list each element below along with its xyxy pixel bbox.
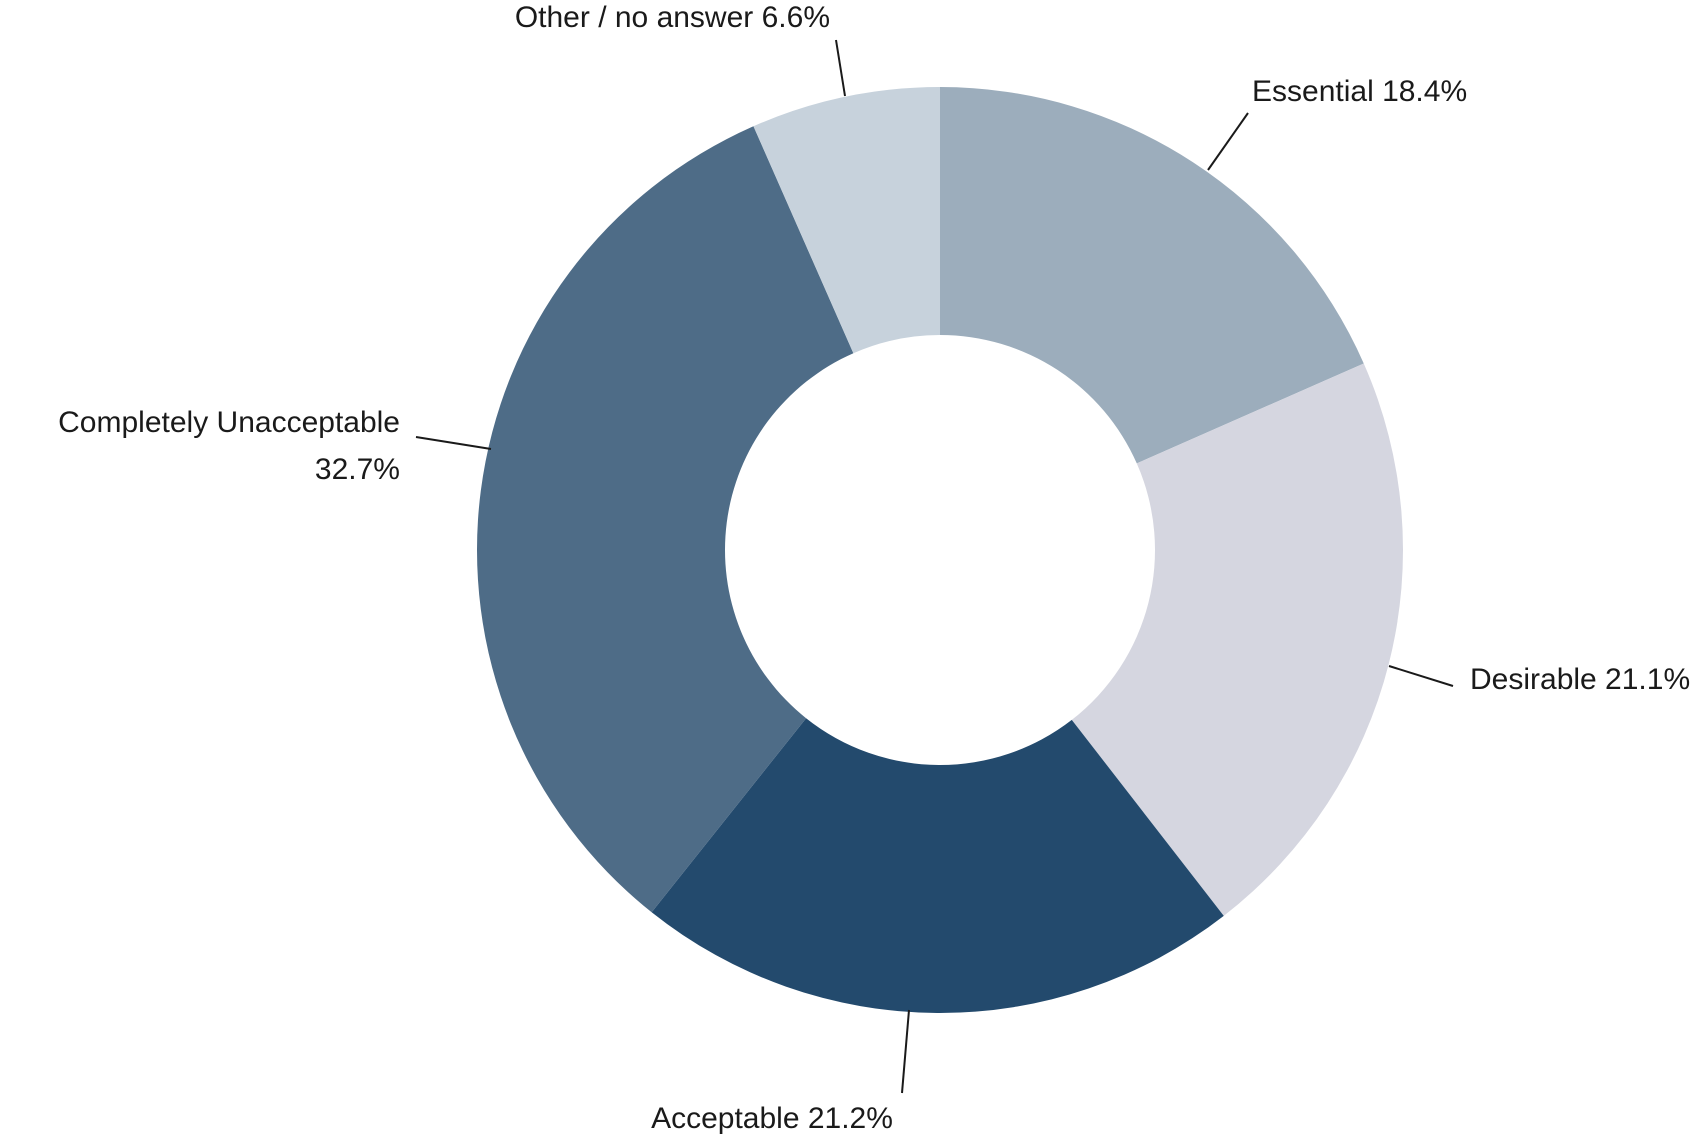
leader-line-completely-unacceptable	[415, 436, 492, 450]
slice-label-completely-unacceptable-line-2: 32.7%	[315, 453, 400, 486]
slice-label-desirable: Desirable 21.1%	[1470, 663, 1690, 696]
donut-slice-essential	[940, 87, 1364, 464]
slice-label-other-no-answer: Other / no answer 6.6%	[515, 1, 830, 34]
slice-label-essential: Essential 18.4%	[1252, 75, 1467, 108]
donut-slice-desirable	[1071, 363, 1403, 916]
leader-line-essential	[1207, 112, 1249, 171]
leader-line-desirable	[1388, 665, 1454, 687]
slice-label-acceptable: Acceptable 21.2%	[651, 1102, 893, 1135]
donut-slice-acceptable	[651, 718, 1224, 1014]
leader-line-other-no-answer	[835, 39, 846, 97]
labels-layer: Essential 18.4% Desirable 21.1% Acceptable…	[58, 1, 1690, 1135]
donut-slice-other-no-answer	[753, 87, 940, 354]
slices-layer	[477, 87, 1403, 1014]
leader-line-acceptable	[901, 1009, 910, 1094]
slice-label-completely-unacceptable-line-1: Completely Unacceptable	[58, 406, 400, 439]
leader-lines-layer	[415, 39, 1454, 1094]
donut-slice-completely-unacceptable	[477, 126, 854, 913]
